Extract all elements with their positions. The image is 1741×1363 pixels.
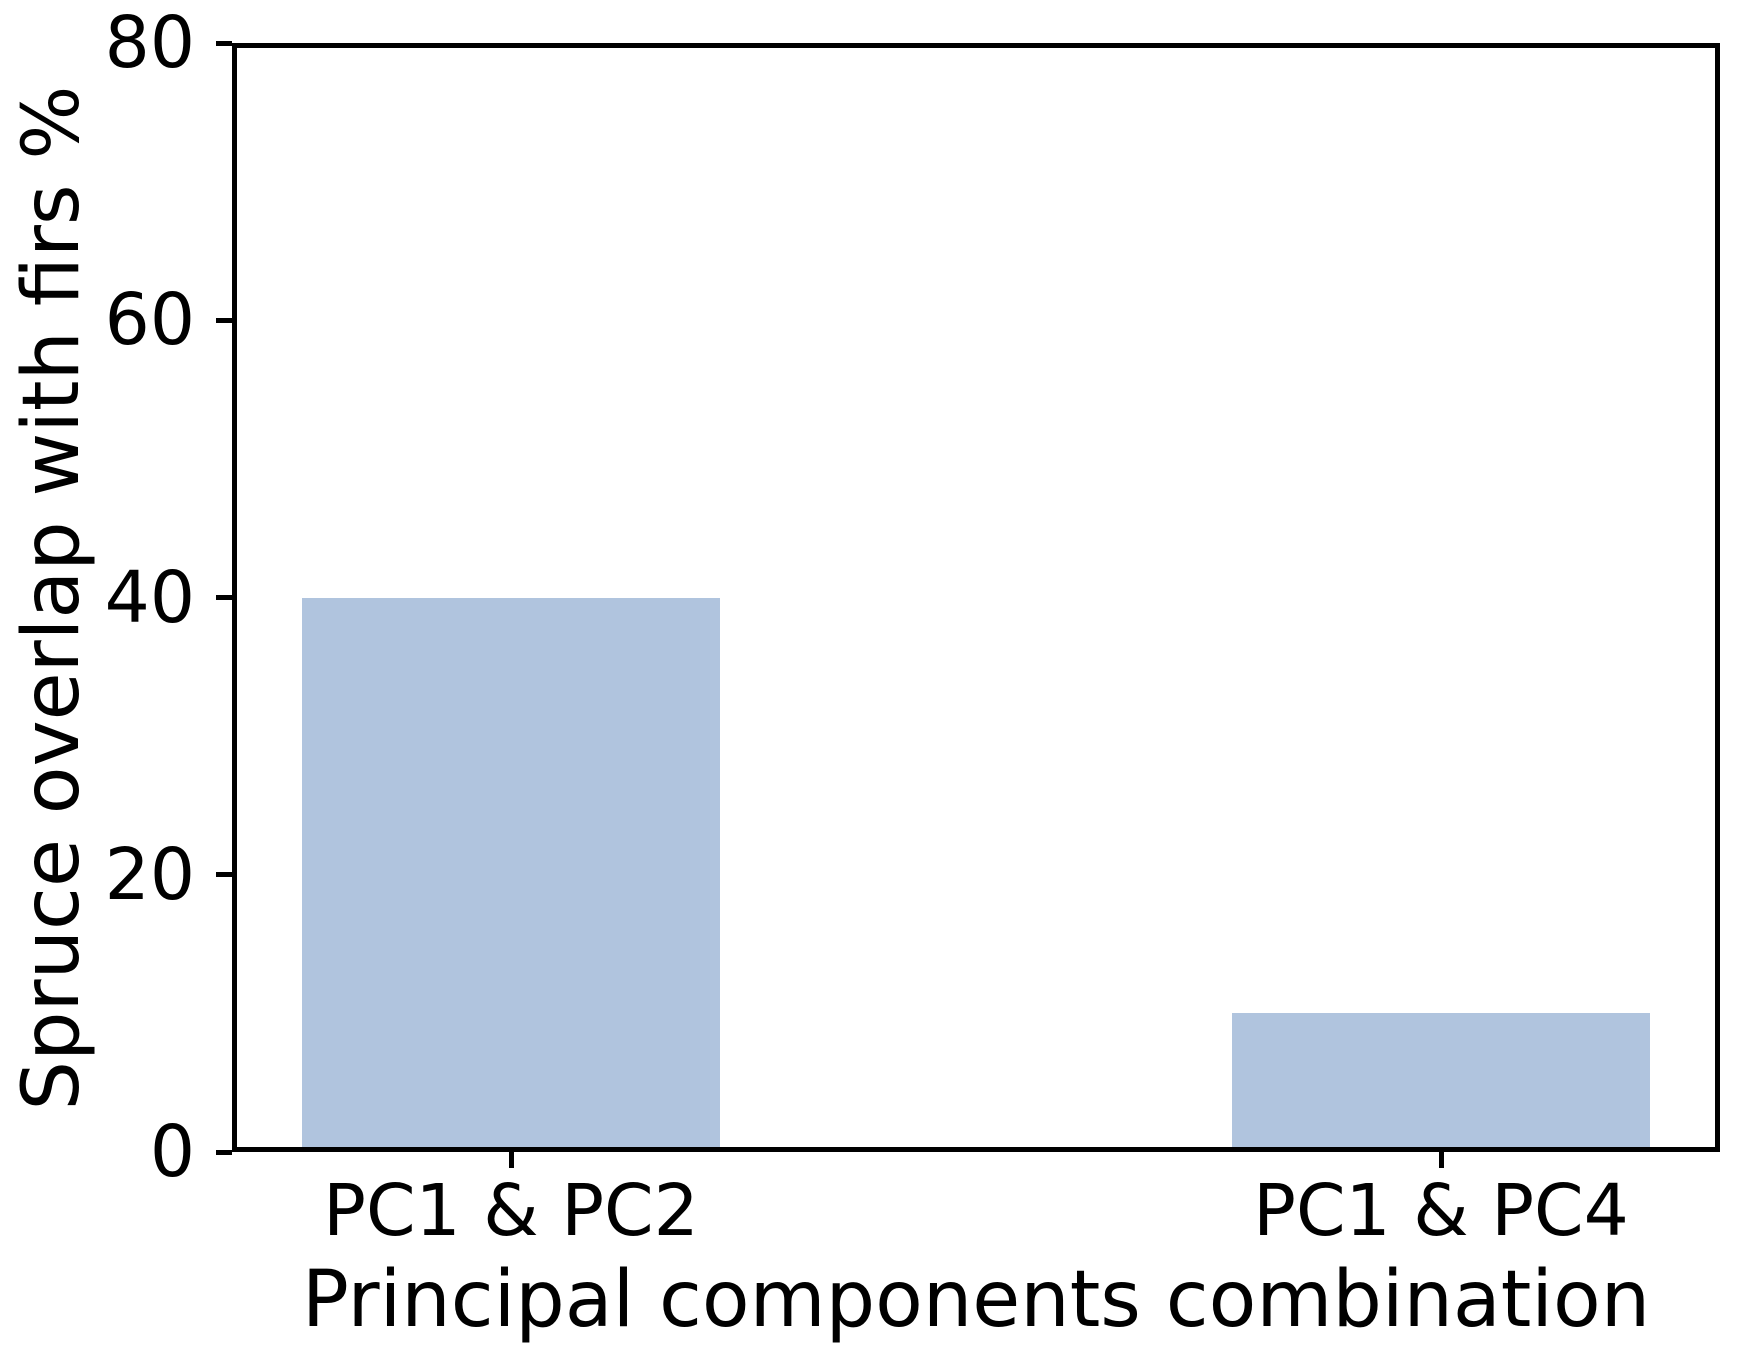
x-tick-mark [1438,1152,1444,1168]
y-tick-label: 20 [104,832,195,916]
x-tick-label: PC1 & PC4 [1253,1169,1629,1252]
x-tick-mark [508,1152,514,1168]
bar [301,597,721,1152]
y-tick-label: 60 [104,278,195,362]
y-tick-label: 80 [104,1,195,84]
y-tick-label: 0 [149,1110,195,1193]
y-tick-mark [216,317,232,323]
y-tick-mark [216,1149,232,1155]
y-tick-mark [216,872,232,878]
y-tick-mark [216,595,232,600]
x-tick-label: PC1 & PC2 [323,1169,699,1252]
plot-area: Spruce overlap with firs % Principal com… [7,1,1720,1345]
y-tick-mark [216,40,232,46]
y-tick-label: 40 [104,555,195,639]
x-axis-label: Principal components combination [301,1255,1651,1345]
bar [1231,1013,1651,1152]
